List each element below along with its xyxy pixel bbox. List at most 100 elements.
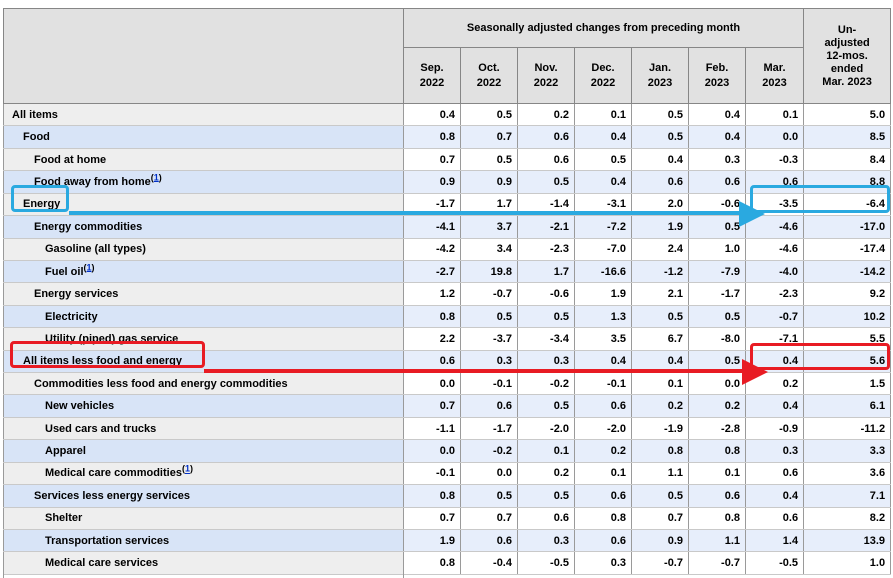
value-cell: -17.0: [803, 215, 892, 239]
value-cell: -1.9: [631, 416, 689, 441]
table-row: Energy commodities -4.1 3.7 -2.1 -7.2 1.9 0.5-…: [3, 215, 892, 239]
value-cell: -8.0: [688, 327, 746, 351]
value-cell: 0.7: [403, 394, 461, 418]
value-cell: 0.8: [403, 304, 461, 329]
value-cell: -2.3: [744, 282, 805, 306]
value-cell: 0.8: [403, 484, 461, 508]
row-label: Food: [3, 125, 404, 149]
value-cell: 0.6: [688, 170, 746, 194]
value-cell: 0.6: [460, 529, 518, 553]
cpi-table: Seasonally adjusted changes from precedi…: [3, 8, 892, 575]
value-cell: 1.7: [517, 259, 575, 284]
value-cell: -1.4: [517, 192, 575, 217]
header-row-group: Seasonally adjusted changes from precedi…: [3, 8, 892, 104]
row-label: Food away from home(1): [3, 170, 404, 194]
value-cell: -1.7: [403, 192, 461, 217]
value-cell: -0.6: [517, 282, 575, 306]
value-cell: -2.1: [517, 215, 575, 239]
value-cell: 0.0: [460, 461, 518, 486]
value-cell: -6.4: [803, 192, 892, 217]
footnote-link[interactable]: 1: [153, 172, 159, 183]
value-cell: -0.7: [460, 282, 518, 306]
table-row: Shelter 0.7 0.7 0.6 0.8 0.7 0.8 0.6 8.2: [3, 506, 892, 531]
value-cell: -2.7: [403, 259, 461, 284]
value-cell: -14.2: [803, 259, 892, 284]
value-cell: -0.5: [744, 551, 805, 575]
value-cell: 0.5: [460, 147, 518, 172]
table-row: Fuel oil(1) -2.7 19.8 1.7 -16.6 -1.2 -7.9 -4.0-…: [3, 259, 892, 284]
value-cell: 0.5: [631, 484, 689, 508]
value-cell: -2.0: [517, 416, 575, 441]
value-cell: -7.0: [574, 237, 632, 261]
value-cell: 0.3: [688, 147, 746, 172]
value-cell: -17.4: [803, 237, 892, 261]
row-label: Utility (piped) gas service: [3, 327, 404, 351]
value-cell: 0.4: [574, 125, 632, 149]
row-label: All items: [3, 102, 404, 127]
value-cell: 0.6: [574, 394, 632, 418]
value-cell: 5.5: [803, 327, 892, 351]
group-header: Seasonally adjusted changes from precedi…: [402, 8, 805, 48]
value-cell: 0.9: [631, 529, 689, 553]
row-label: Electricity: [3, 304, 404, 329]
value-cell: 0.4: [403, 102, 461, 127]
footnote-link[interactable]: 1: [86, 262, 92, 272]
value-cell: -0.2: [517, 372, 575, 396]
value-cell: 0.6: [744, 506, 805, 531]
value-cell: -0.4: [460, 551, 518, 575]
value-cell: -7.2: [574, 215, 632, 239]
value-cell: 0.6: [744, 170, 805, 194]
value-cell: 0.6: [574, 529, 632, 553]
value-cell: -0.1: [574, 372, 632, 396]
value-cell: 8.5: [803, 125, 892, 149]
value-cell: 0.1: [574, 461, 632, 486]
value-cell: 0.5: [460, 484, 518, 508]
value-cell: 0.7: [631, 506, 689, 531]
month-header-mar-2023: Mar. 2023: [744, 47, 805, 104]
value-cell: 0.5: [688, 304, 746, 329]
value-cell: 0.7: [403, 147, 461, 172]
value-cell: 0.8: [631, 439, 689, 463]
value-cell: 0.5: [631, 304, 689, 329]
table-row: Commodities less food and energy commodi…: [3, 372, 892, 396]
value-cell: 1.9: [574, 282, 632, 306]
value-cell: 0.2: [688, 394, 746, 418]
value-cell: 0.6: [688, 484, 746, 508]
row-label: New vehicles: [3, 394, 404, 418]
value-cell: 0.5: [574, 147, 632, 172]
value-cell: 1.9: [403, 529, 461, 553]
table-row: All items 0.4 0.5 0.2 0.1 0.5 0.4 0.1 5.0: [3, 102, 892, 127]
table-row: Medical care services 0.8 -0.4 -0.5 0.3 -0.7-…: [3, 551, 892, 575]
footnote-link[interactable]: 1: [184, 463, 190, 474]
table-header: Seasonally adjusted changes from precedi…: [3, 8, 892, 104]
value-cell: 8.2: [803, 506, 892, 531]
value-cell: 1.1: [688, 529, 746, 553]
month-header-jan-2023: Jan. 2023: [631, 47, 689, 104]
value-cell: 0.8: [403, 551, 461, 575]
value-cell: 13.9: [803, 529, 892, 553]
value-cell: 0.6: [517, 506, 575, 531]
row-label: Medical care services: [3, 551, 404, 575]
value-cell: 0.0: [744, 125, 805, 149]
value-cell: 0.7: [460, 125, 518, 149]
value-cell: 0.1: [631, 372, 689, 396]
value-cell: 1.7: [460, 192, 518, 217]
value-cell: 0.2: [517, 102, 575, 127]
table-row: Used cars and trucks -1.1 -1.7 -2.0 -2.0 -1.9…: [3, 416, 892, 441]
value-cell: 0.0: [688, 372, 746, 396]
value-cell: 1.9: [631, 215, 689, 239]
value-cell: 19.8: [460, 259, 518, 284]
value-cell: 0.4: [744, 484, 805, 508]
value-cell: -0.7: [744, 304, 805, 329]
row-label: Gasoline (all types): [3, 237, 404, 261]
value-cell: 0.5: [460, 102, 518, 127]
value-cell: 8.4: [803, 147, 892, 172]
value-cell: -7.9: [688, 259, 746, 284]
value-cell: 8.8: [803, 170, 892, 194]
value-cell: -2.0: [574, 416, 632, 441]
value-cell: 0.6: [517, 125, 575, 149]
value-cell: 0.4: [631, 349, 689, 374]
value-cell: 1.0: [688, 237, 746, 261]
value-cell: 0.3: [574, 551, 632, 575]
row-label: Transportation services: [3, 529, 404, 553]
